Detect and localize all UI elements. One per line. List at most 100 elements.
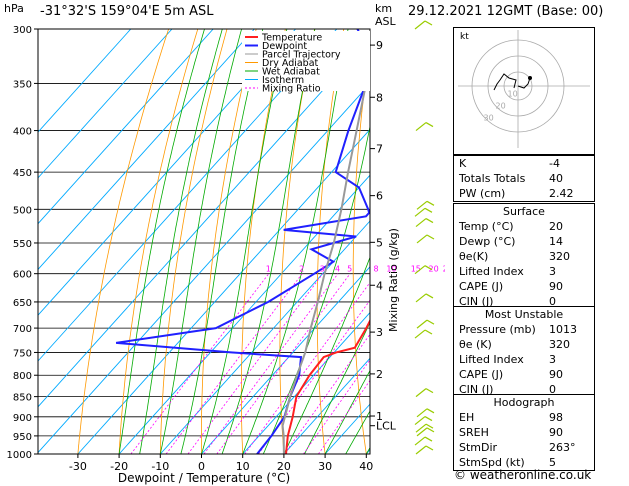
wind-barb <box>415 293 427 303</box>
wind-barb <box>415 423 427 433</box>
wet-adiabat <box>324 369 370 454</box>
wind-barb-flag <box>425 293 434 299</box>
parcel-trajectory-profile <box>281 60 370 454</box>
legend-item: Dewpoint <box>262 41 307 52</box>
legend-item: Isotherm <box>262 75 304 86</box>
isotherm <box>38 29 255 271</box>
legend-item: Parcel Trajectory <box>262 50 341 61</box>
wind-barb <box>414 416 426 426</box>
most-unstable-value: 320 <box>549 338 570 351</box>
wet-adiabat <box>118 29 205 454</box>
pressure-label: 650 <box>13 298 32 309</box>
wind-barb-flag <box>425 445 434 451</box>
wet-adiabat <box>159 29 242 454</box>
hodograph-ring-label: 20 <box>496 102 506 111</box>
isotherm <box>38 29 214 225</box>
km-tick-label: 8 <box>376 91 383 104</box>
pressure-label: 900 <box>13 413 32 424</box>
wind-barb <box>414 265 426 275</box>
wet-adiabat <box>304 321 370 454</box>
dry-adiabat <box>77 29 169 454</box>
most-unstable-row: CAPE (J) 90 <box>454 367 594 382</box>
hodograph-value: 98 <box>549 411 563 424</box>
wet-adiabat <box>221 29 316 454</box>
index-value: 40 <box>549 172 563 185</box>
km-tick-label: 1 <box>376 410 383 423</box>
km-tick-label: 9 <box>376 39 383 52</box>
wind-barb <box>415 445 427 455</box>
wind-barb-flag <box>426 200 435 206</box>
datetime-title: 29.12.2021 12GMT (Base: 00) <box>408 4 604 19</box>
wind-barb <box>415 218 427 228</box>
km-label: km <box>375 2 392 15</box>
legend-item: Mixing Ratio <box>262 84 321 95</box>
wind-barbs <box>414 20 435 455</box>
isotherm <box>201 266 370 454</box>
mixing-ratio-label: 5 <box>347 265 352 274</box>
hodograph-label: StmDir <box>459 441 498 454</box>
legend-background <box>242 31 370 91</box>
most-unstable-table: Most Unstable Pressure (mb) 1013 θe (K) 320… <box>453 306 595 398</box>
pressure-label: 850 <box>13 393 32 404</box>
mixing-ratio-label: 2 <box>299 265 304 274</box>
index-row: Totals Totals 40 <box>454 171 594 186</box>
wind-barb-flag <box>426 408 435 414</box>
pressure-label: 750 <box>13 348 32 359</box>
isotherm <box>242 311 370 454</box>
dry-adiabat <box>200 29 257 454</box>
wind-barb <box>414 20 426 30</box>
plot-frame <box>37 28 371 455</box>
hodograph-ring-label: 30 <box>484 114 494 123</box>
most-unstable-value: 1013 <box>549 323 577 336</box>
pressure-label: 450 <box>13 168 32 179</box>
isotherm <box>38 37 370 408</box>
mixing-ratio-label: 4 <box>335 265 340 274</box>
hodograph-panel: kt 10 20 30 <box>453 27 595 155</box>
most-unstable-label: Pressure (mb) <box>459 323 536 336</box>
temp-tick-label: 40 <box>359 460 373 473</box>
temp-tick-label: -10 <box>151 460 169 473</box>
pressure-label: 600 <box>13 270 32 281</box>
wind-barb-flag <box>426 427 435 433</box>
hpa-label: hPa <box>4 2 24 15</box>
wind-barb <box>416 319 428 329</box>
surface-value: 3 <box>549 265 556 278</box>
hodograph-label: EH <box>459 411 475 424</box>
surface-title: Surface <box>503 205 545 218</box>
surface-table: Surface Temp (°C) 20 Dewp (°C) 14 θe(K) 320 Li… <box>453 203 595 310</box>
dry-adiabat <box>240 29 286 454</box>
mixing-ratio-line <box>303 359 370 454</box>
wind-barb-flag <box>425 388 434 394</box>
wind-barb-flag <box>424 265 433 271</box>
pressure-label: 300 <box>13 25 32 36</box>
wind-barb-flag <box>424 436 433 442</box>
surface-label: CIN (J) <box>459 295 494 308</box>
most-unstable-row: Lifted Index 3 <box>454 352 594 367</box>
hodograph-table-title: Hodograph <box>493 396 555 409</box>
index-value: 2.42 <box>549 187 574 200</box>
dewpoint-profile <box>115 29 370 454</box>
most-unstable-label: Lifted Index <box>459 353 524 366</box>
hodograph-row: StmDir 263° <box>454 440 594 455</box>
surface-row: Dewp (°C) 14 <box>454 234 594 249</box>
km-tick-label: 6 <box>376 190 383 203</box>
surface-value: 20 <box>549 220 563 233</box>
wind-barb-flag <box>425 122 434 128</box>
surface-value: 14 <box>549 235 563 248</box>
surface-value: 90 <box>549 280 563 293</box>
pressure-label: 800 <box>13 371 32 382</box>
surface-value: 320 <box>549 250 570 263</box>
surface-row: Lifted Index 3 <box>454 264 594 279</box>
temp-tick-label: -30 <box>69 460 87 473</box>
hodograph-label: SREH <box>459 426 489 439</box>
km-tick-label: 7 <box>376 143 383 156</box>
wind-barb-flag <box>426 319 435 325</box>
dry-adiabat <box>118 29 199 454</box>
legend-item: Dry Adiabat <box>262 58 319 69</box>
most-unstable-value: 90 <box>549 368 563 381</box>
index-row: PW (cm) 2.42 <box>454 186 594 201</box>
mixing-ratio-label: 10 <box>386 265 396 274</box>
hodograph-row: EH 98 <box>454 410 594 425</box>
